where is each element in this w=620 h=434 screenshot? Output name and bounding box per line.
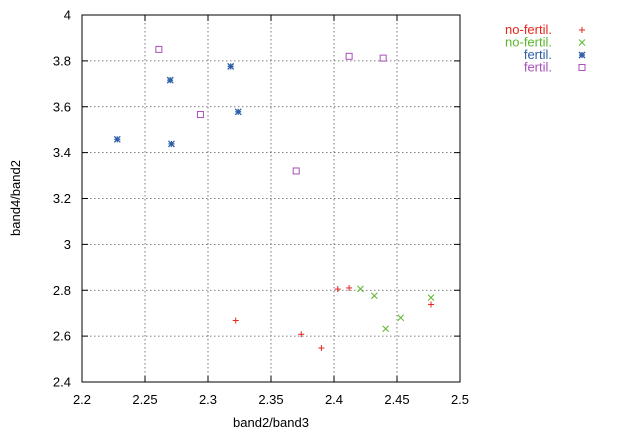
data-point — [345, 52, 353, 60]
marker-stroke — [370, 292, 378, 300]
data-point — [166, 76, 174, 84]
series-1-points — [357, 285, 435, 333]
data-point — [397, 314, 405, 322]
marker-stroke — [578, 51, 586, 59]
legend-label: fertil. — [524, 47, 552, 62]
x-tick-label: 2.25 — [132, 392, 157, 407]
marker-stroke — [578, 39, 586, 46]
x-tick-label: 2.45 — [384, 392, 409, 407]
data-points — [113, 45, 435, 352]
x-tick-label: 2.2 — [73, 392, 91, 407]
marker-stroke — [382, 325, 390, 333]
legend-label: no-fertil. — [505, 35, 552, 50]
x-tick-label: 2.4 — [325, 392, 343, 407]
y-tick-labels: 2.4 2.6 2.8 3 3.2 3.4 3.6 3.8 4 — [53, 8, 71, 390]
legend-label: no-fertil. — [505, 22, 552, 37]
marker-stroke — [397, 314, 405, 322]
data-point — [155, 45, 163, 53]
x-tick-label: 2.35 — [258, 392, 283, 407]
x-tick-label: 2.3 — [199, 392, 217, 407]
y-tick-label: 3.6 — [53, 99, 71, 114]
data-point — [382, 325, 390, 333]
data-point — [227, 62, 235, 70]
y-tick-label: 2.4 — [53, 375, 71, 390]
x-tick-labels: 2.2 2.25 2.3 2.35 2.4 2.45 2.5 — [73, 392, 469, 407]
series-3-points — [155, 45, 387, 175]
marker-stroke — [113, 135, 121, 143]
data-point — [232, 317, 239, 324]
y-tick-label: 3.8 — [53, 53, 71, 68]
data-point — [357, 285, 364, 293]
marker-stroke — [345, 52, 353, 60]
legend-label: fertil. — [524, 60, 552, 75]
data-point — [334, 286, 341, 293]
data-point — [379, 54, 387, 62]
marker-stroke — [166, 76, 174, 84]
marker-stroke — [357, 285, 364, 293]
y-tick-label: 3.2 — [53, 191, 71, 206]
axis-ticks — [81, 14, 461, 383]
series-0-points — [232, 284, 435, 352]
data-point — [168, 140, 175, 148]
legend-marker — [579, 27, 585, 33]
x-tick-label: 2.5 — [451, 392, 469, 407]
data-point — [370, 292, 378, 300]
data-point — [292, 167, 300, 175]
x-axis-title: band2/band3 — [233, 415, 309, 430]
y-axis-title: band4/band2 — [8, 160, 23, 236]
marker-stroke — [227, 62, 235, 70]
data-point — [298, 331, 305, 338]
marker-stroke — [578, 64, 586, 71]
marker-stroke — [196, 111, 204, 119]
marker-stroke — [155, 45, 163, 53]
data-point — [196, 111, 204, 119]
marker-stroke — [379, 54, 387, 62]
data-point — [346, 284, 353, 291]
y-tick-label: 3.4 — [53, 145, 71, 160]
data-point — [113, 135, 121, 143]
marker-stroke — [168, 140, 175, 148]
y-tick-label: 2.8 — [53, 283, 71, 298]
legend-marker — [578, 39, 586, 46]
data-point — [428, 301, 435, 308]
legend-marker — [578, 51, 586, 59]
y-tick-label: 2.6 — [53, 329, 71, 344]
legend: no-fertil.no-fertil.fertil.fertil. — [505, 22, 586, 75]
series-2-points — [113, 62, 242, 148]
marker-stroke — [427, 294, 435, 301]
data-point — [234, 108, 242, 116]
grid-lines — [82, 15, 460, 382]
marker-stroke — [234, 108, 242, 116]
data-point — [427, 294, 435, 301]
marker-stroke — [292, 167, 300, 175]
legend-marker — [578, 64, 586, 71]
y-tick-label: 4 — [64, 8, 71, 23]
data-point — [318, 345, 325, 352]
y-tick-label: 3 — [64, 237, 71, 252]
